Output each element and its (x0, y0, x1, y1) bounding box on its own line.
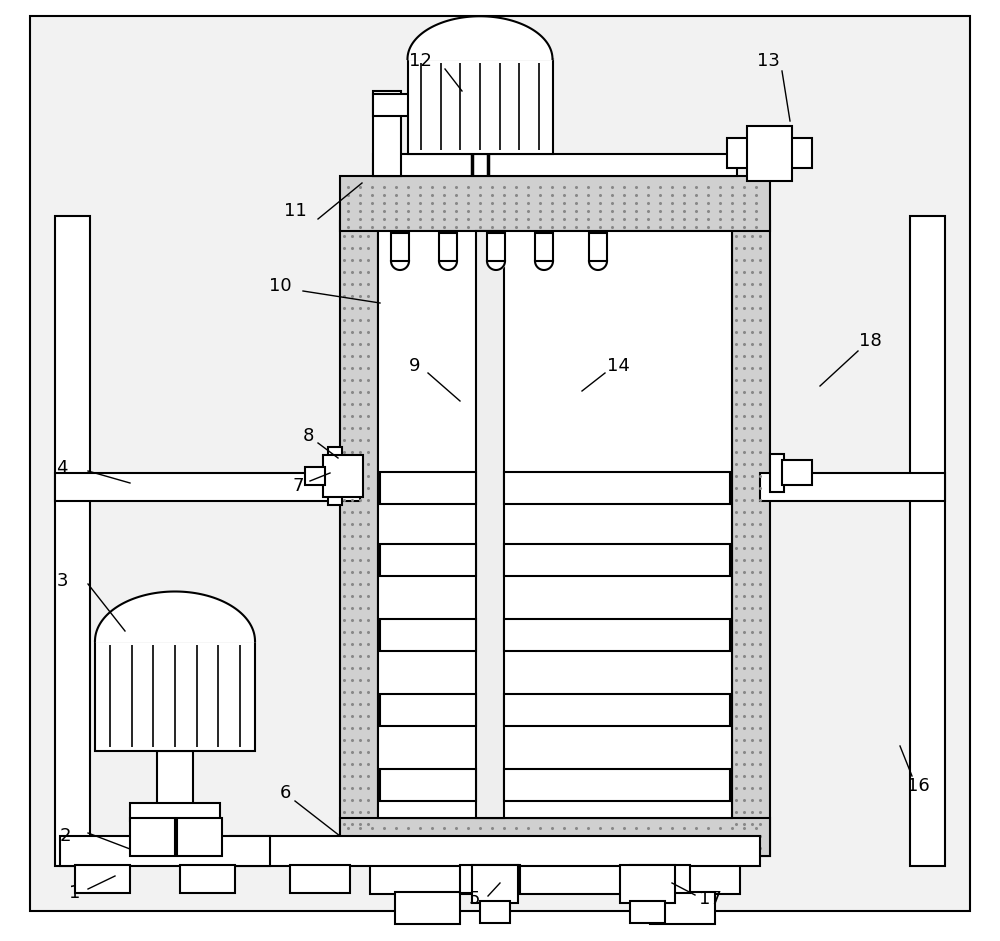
Bar (180, 865, 235, 893)
Bar (305, 467, 325, 485)
Bar (380, 544, 476, 576)
Bar (504, 694, 730, 726)
Bar (55, 216, 90, 866)
Bar (157, 751, 193, 806)
Text: 3: 3 (56, 572, 68, 590)
Bar (504, 472, 730, 504)
Text: 6: 6 (279, 784, 291, 802)
Text: 8: 8 (302, 427, 314, 445)
Text: 13: 13 (757, 52, 779, 70)
Bar (910, 216, 945, 866)
Bar (589, 233, 607, 261)
Bar (408, 59, 552, 154)
Bar (504, 544, 730, 576)
Bar (770, 454, 784, 492)
Text: 16: 16 (907, 777, 929, 795)
Bar (373, 94, 443, 116)
Bar (504, 769, 730, 801)
Text: 14: 14 (607, 357, 629, 375)
Bar (373, 91, 401, 176)
Text: 18: 18 (859, 332, 881, 350)
Text: 11: 11 (284, 202, 306, 220)
Bar (391, 233, 409, 261)
Bar (460, 865, 520, 893)
Text: 17: 17 (699, 890, 721, 908)
Bar (130, 803, 220, 821)
Bar (380, 694, 476, 726)
Bar (328, 447, 342, 505)
Bar (75, 865, 130, 893)
Bar (340, 176, 770, 231)
Bar (630, 901, 665, 923)
Bar (476, 231, 504, 818)
Bar (480, 901, 510, 923)
Bar (177, 818, 222, 856)
Bar (650, 892, 715, 924)
Bar (340, 221, 378, 856)
Text: 1: 1 (69, 884, 81, 902)
Bar (472, 865, 518, 903)
Bar (535, 233, 553, 261)
Text: 5: 5 (468, 890, 480, 908)
Bar (323, 455, 363, 497)
Bar (747, 126, 792, 181)
Bar (439, 233, 457, 261)
Text: 2: 2 (59, 827, 71, 845)
Text: 10: 10 (269, 277, 291, 295)
Text: 7: 7 (292, 477, 304, 495)
Bar (55, 473, 360, 501)
Bar (230, 836, 760, 866)
Bar (487, 233, 505, 261)
Text: 4: 4 (56, 459, 68, 477)
Bar (378, 221, 732, 818)
Bar (60, 836, 270, 866)
Bar (380, 769, 476, 801)
Bar (620, 865, 675, 903)
Bar (760, 473, 945, 501)
Bar (395, 892, 460, 924)
Bar (732, 221, 770, 856)
Bar (380, 472, 476, 504)
Bar (130, 818, 175, 856)
Bar (504, 619, 730, 651)
Text: 9: 9 (409, 357, 421, 375)
Bar (290, 865, 350, 893)
Bar (727, 138, 812, 168)
Bar (340, 818, 770, 856)
Bar (95, 641, 255, 751)
Text: 12: 12 (409, 52, 431, 70)
Bar (630, 865, 690, 893)
Bar (782, 460, 812, 485)
Bar (380, 619, 476, 651)
Bar (328, 465, 360, 487)
Bar (373, 154, 737, 176)
Bar (370, 856, 740, 894)
